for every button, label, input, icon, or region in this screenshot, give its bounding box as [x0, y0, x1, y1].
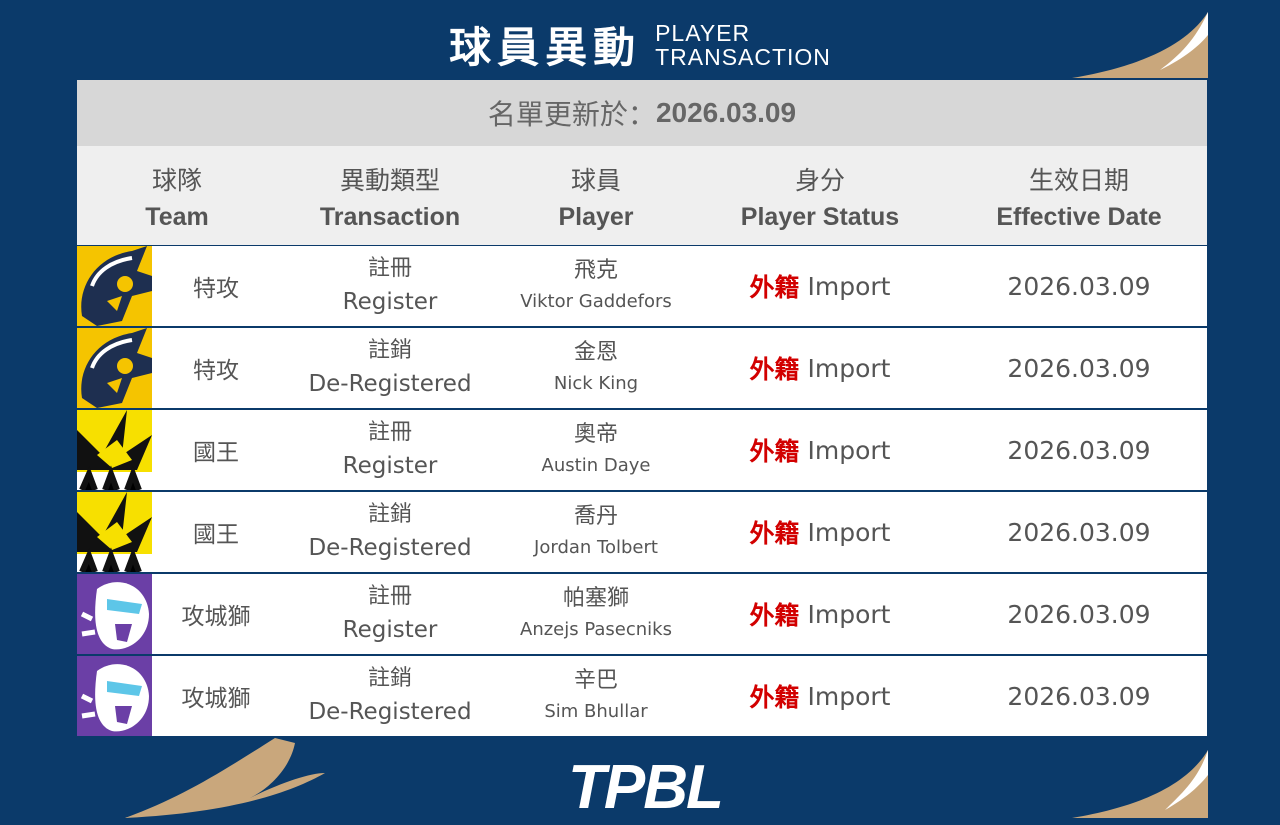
kings-logo — [77, 492, 152, 572]
title-en-line1: PLAYER — [655, 19, 751, 46]
player-status: 外籍 Import — [750, 574, 891, 654]
status-zh: 外籍 — [749, 519, 800, 548]
type-en: De-Registered — [308, 371, 472, 397]
kings-logo — [77, 410, 152, 490]
effective-date: 2026.03.09 — [1007, 517, 1151, 547]
status-zh: 外籍 — [749, 683, 800, 712]
header-status: 身分 Player Status — [740, 166, 900, 231]
title-zh: 球員異動 — [449, 23, 642, 72]
player-en: Nick King — [553, 373, 639, 394]
status-zh: 外籍 — [749, 355, 800, 384]
status-en: Import — [807, 517, 891, 547]
player-status: 外籍 Import — [750, 492, 891, 572]
effective-date: 2026.03.09 — [1007, 681, 1151, 711]
player: 辛巴 Sim Bhullar — [544, 656, 647, 736]
table-row: 國王 註銷 De-Registered 喬丹 Jordan Tolbert 外籍 Im… — [77, 492, 1207, 572]
header-transaction: 異動類型 Transaction — [319, 166, 461, 231]
table-row: 攻城獅 註冊 Register 帕塞獅 Anzejs Pasecniks 外籍 Imp… — [77, 574, 1207, 654]
player-status: 外籍 Import — [750, 656, 891, 736]
player-zh: 金恩 — [573, 340, 618, 365]
title-en: PLAYER TRANSACTION — [655, 21, 831, 69]
type-en: Register — [342, 453, 438, 479]
effective-date: 2026.03.09 — [1007, 353, 1151, 383]
player-en: Sim Bhullar — [544, 701, 648, 722]
player-status: 外籍 Import — [750, 246, 891, 326]
status-en: Import — [807, 353, 891, 383]
type-zh: 註銷 — [367, 502, 413, 527]
table-row: 攻城獅 註銷 De-Registered 辛巴 Sim Bhullar 外籍 Impo… — [77, 656, 1207, 736]
update-banner: 名單更新於： 2026.03.09 — [77, 80, 1207, 146]
type-zh: 註冊 — [367, 256, 413, 281]
type-en: De-Registered — [308, 699, 472, 725]
player-en: Jordan Tolbert — [534, 537, 658, 558]
update-label: 名單更新於： — [487, 98, 656, 131]
transaction-type: 註銷 De-Registered — [308, 656, 471, 736]
type-en: Register — [342, 289, 438, 315]
player: 奧帝 Austin Daye — [542, 410, 651, 490]
table-row: 特攻 註冊 Register 飛克 Viktor Gaddefors 外籍 Impor… — [77, 246, 1207, 326]
status-zh: 外籍 — [749, 437, 800, 466]
header-date: 生效日期 Effective Date — [996, 166, 1162, 231]
type-en: De-Registered — [308, 535, 472, 561]
status-zh: 外籍 — [749, 601, 800, 630]
team-name: 攻城獅 — [181, 604, 251, 630]
corner-swoosh-top-right — [1072, 12, 1208, 78]
transaction-type: 註銷 De-Registered — [308, 492, 471, 572]
swoosh-bottom-left — [125, 738, 325, 818]
table-row: 國王 註冊 Register 奧帝 Austin Daye 外籍 Import 202… — [77, 410, 1207, 490]
team-name: 特攻 — [193, 276, 239, 302]
player: 飛克 Viktor Gaddefors — [520, 246, 672, 326]
type-zh: 註冊 — [367, 584, 413, 609]
player-en: Austin Daye — [541, 455, 651, 476]
type-zh: 註冊 — [367, 420, 413, 445]
effective-date: 2026.03.09 — [1007, 435, 1151, 465]
player-zh: 奧帝 — [573, 422, 618, 447]
title-en-line2: TRANSACTION — [655, 43, 831, 70]
player-status: 外籍 Import — [750, 410, 891, 490]
player: 金恩 Nick King — [554, 328, 638, 408]
player-zh: 帕塞獅 — [562, 586, 630, 611]
effective-date: 2026.03.09 — [1007, 271, 1151, 301]
type-en: Register — [342, 617, 438, 643]
transaction-type: 註銷 De-Registered — [308, 328, 471, 408]
taoyuan-leopards-logo — [77, 328, 152, 408]
page-title: 球員異動 PLAYER TRANSACTION — [0, 14, 1280, 75]
player-zh: 飛克 — [573, 258, 619, 283]
effective-date: 2026.03.09 — [1007, 599, 1151, 629]
transaction-table: 特攻 註冊 Register 飛克 Viktor Gaddefors 外籍 Impor… — [77, 246, 1207, 738]
status-en: Import — [807, 435, 891, 465]
status-en: Import — [807, 599, 891, 629]
tpbl-logo: TPBL — [568, 753, 724, 822]
type-zh: 註銷 — [367, 666, 413, 691]
transaction-type: 註冊 Register — [343, 246, 438, 326]
header-team: 球隊 Team — [145, 166, 209, 231]
status-zh: 外籍 — [749, 273, 800, 302]
lions-logo — [77, 574, 152, 654]
team-name: 特攻 — [193, 358, 239, 384]
table-header: 球隊 Team 異動類型 Transaction 球員 Player 身分 Player… — [77, 146, 1207, 245]
corner-swoosh-bottom-right — [1072, 750, 1208, 818]
team-name: 國王 — [193, 522, 239, 548]
team-name: 國王 — [193, 440, 239, 466]
team-name: 攻城獅 — [181, 686, 251, 712]
type-zh: 註銷 — [367, 338, 413, 363]
update-date: 2026.03.09 — [655, 97, 797, 128]
taoyuan-leopards-logo — [77, 246, 152, 326]
lions-logo — [77, 656, 152, 736]
player: 帕塞獅 Anzejs Pasecniks — [520, 574, 672, 654]
status-en: Import — [807, 271, 891, 301]
player-en: Viktor Gaddefors — [520, 291, 672, 312]
transaction-type: 註冊 Register — [343, 574, 438, 654]
status-en: Import — [807, 681, 891, 711]
player-zh: 辛巴 — [573, 668, 618, 693]
transaction-type: 註冊 Register — [343, 410, 438, 490]
player: 喬丹 Jordan Tolbert — [534, 492, 658, 572]
player-status: 外籍 Import — [750, 328, 891, 408]
header-player: 球員 Player — [558, 166, 634, 231]
player-zh: 喬丹 — [573, 504, 618, 529]
player-en: Anzejs Pasecniks — [520, 619, 672, 640]
table-row: 特攻 註銷 De-Registered 金恩 Nick King 外籍 Import … — [77, 328, 1207, 408]
